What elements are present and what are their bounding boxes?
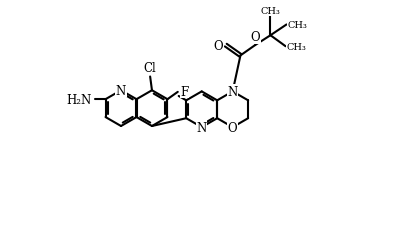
- Text: CH₃: CH₃: [288, 21, 308, 30]
- Text: H₂N: H₂N: [67, 93, 92, 106]
- Text: CH₃: CH₃: [287, 43, 307, 52]
- Text: O: O: [228, 121, 237, 134]
- Text: N: N: [116, 84, 126, 97]
- Text: CH₃: CH₃: [261, 7, 280, 16]
- Text: F: F: [180, 85, 189, 98]
- Text: O: O: [214, 40, 224, 52]
- Text: O: O: [250, 31, 260, 44]
- Text: N: N: [197, 121, 207, 134]
- Text: Cl: Cl: [144, 62, 157, 75]
- Text: N: N: [228, 85, 238, 98]
